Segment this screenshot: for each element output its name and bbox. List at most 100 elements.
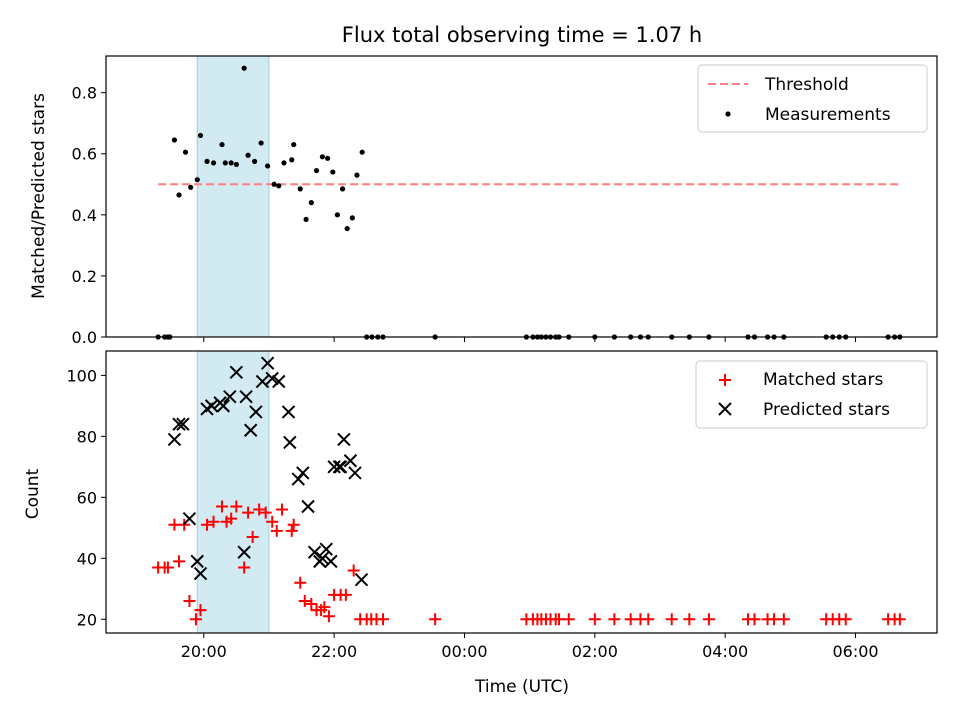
measurements-point	[308, 200, 314, 206]
y-tick-label: 60	[77, 488, 97, 507]
y-tick-label: 0.2	[72, 267, 97, 286]
matched-stars-point	[253, 503, 266, 516]
predicted-legend-label: Predicted stars	[763, 400, 890, 420]
matched-stars-point	[588, 613, 601, 626]
matched-stars-point	[270, 524, 283, 537]
measurements-point	[319, 154, 325, 160]
measurements-point	[245, 152, 251, 158]
predicted-stars-point	[193, 566, 208, 581]
ratio-legend: Threshold Measurements	[697, 64, 928, 133]
matched-stars-point	[207, 515, 220, 528]
measurements-point	[194, 177, 200, 183]
measurements-point	[197, 132, 204, 139]
predicted-stars-point	[315, 551, 330, 566]
measurements-point	[182, 149, 189, 155]
predicted-stars-point	[229, 365, 244, 380]
y-tick-label: 0.8	[72, 84, 97, 103]
x-tick-label: 20:00	[181, 642, 227, 661]
matched-stars-point	[194, 604, 207, 617]
predicted-stars-point	[249, 405, 263, 419]
measurements-point	[228, 160, 234, 166]
matched-stars-point	[246, 530, 259, 543]
measurements-point	[291, 141, 297, 148]
matched-stars-point	[683, 613, 696, 626]
matched-stars-point	[172, 555, 185, 568]
measurements-point	[176, 192, 182, 198]
predicted-stars-point	[291, 472, 305, 486]
count-panel: 20:00 22:00 00:00 02:00 04:00 06:00 20 40 60 80 1…	[23, 350, 938, 661]
predicted-stars-point	[348, 466, 362, 480]
y-tick-label: 0.6	[72, 145, 97, 164]
y-tick-label: 20	[77, 610, 97, 629]
x-tick-label: 04:00	[702, 642, 748, 661]
x-tick-label: 22:00	[311, 642, 357, 661]
measurements-point	[171, 137, 178, 143]
count-y-axis-label: Count	[23, 468, 43, 519]
measurements-point	[349, 215, 355, 221]
matched-legend-swatch	[719, 374, 731, 386]
matched-stars-point	[216, 500, 229, 513]
measurements-legend-swatch	[725, 111, 731, 117]
measurements-point	[297, 186, 303, 192]
matched-stars-point	[285, 524, 298, 537]
predicted-stars-point	[172, 417, 186, 431]
measurements-point	[334, 212, 340, 218]
matched-stars-point	[318, 601, 331, 614]
matched-stars-point	[161, 561, 174, 574]
predicted-stars-point	[223, 390, 237, 404]
matched-stars-point	[377, 613, 389, 626]
matched-stars-point	[777, 613, 790, 626]
matched-stars-point	[748, 613, 761, 626]
measurements-point	[339, 186, 346, 192]
predicted-stars-point	[260, 356, 275, 370]
matched-stars-point	[183, 594, 196, 607]
measurements-point	[313, 167, 320, 174]
predicted-stars-point	[327, 460, 341, 474]
matched-stars-point	[429, 613, 442, 626]
x-axis-label: Time (UTC)	[474, 677, 569, 697]
predicted-stars-point	[216, 399, 231, 413]
ratio-panel-frame	[105, 55, 938, 338]
x-tick-label: 00:00	[441, 642, 487, 661]
matched-stars-point	[702, 613, 715, 626]
matched-stars-point	[294, 576, 307, 589]
measurements-point	[271, 181, 277, 187]
predicted-stars-point	[296, 466, 310, 480]
measurements-point	[258, 140, 264, 146]
matched-stars-point	[259, 506, 272, 519]
matched-stars-point	[562, 613, 575, 626]
matched-stars-point	[347, 564, 360, 577]
predicted-stars-point	[265, 371, 279, 386]
threshold-legend-label: Threshold	[764, 75, 849, 95]
predicted-stars-point	[190, 554, 204, 569]
predicted-stars-point	[337, 432, 351, 447]
matched-stars-point	[242, 506, 255, 519]
measurements-point	[359, 149, 365, 155]
y-tick-label: 80	[77, 427, 97, 446]
measurements-point	[344, 225, 350, 232]
predicted-stars-point	[354, 572, 369, 587]
measurements-point	[222, 160, 228, 166]
measurements-point	[265, 163, 271, 169]
predicted-stars-point	[243, 423, 258, 437]
matched-stars-point	[893, 613, 906, 626]
matched-stars-point	[230, 500, 243, 513]
measurements-legend-label: Measurements	[765, 105, 891, 125]
matched-stars-point	[225, 512, 238, 525]
predicted-stars-point	[176, 417, 190, 431]
measurements-point	[289, 157, 295, 163]
measurements-point	[330, 169, 336, 175]
x-tick-label: 02:00	[572, 642, 618, 661]
count-panel-shade	[196, 350, 270, 634]
predicted-stars-point	[281, 405, 296, 419]
measurements-point	[276, 183, 282, 189]
matched-legend-label: Matched stars	[763, 370, 883, 390]
matched-stars-point	[266, 515, 279, 528]
matched-stars-point	[322, 610, 335, 623]
matched-stars-point	[839, 613, 852, 626]
measurements-point	[204, 158, 210, 164]
measurements-point	[325, 155, 331, 161]
predicted-stars-point	[319, 542, 334, 556]
predicted-legend-swatch	[718, 402, 732, 416]
